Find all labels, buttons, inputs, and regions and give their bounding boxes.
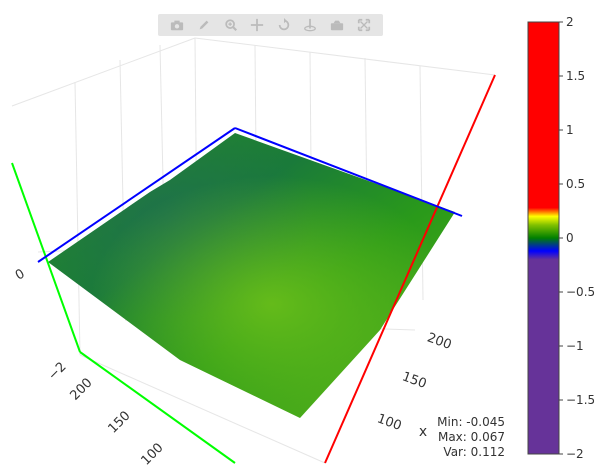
colorbar-tick-label: 1: [566, 123, 574, 137]
colorbar-tick-label: −1: [566, 339, 584, 353]
stats-min: Min: -0.045: [437, 415, 505, 429]
colorbar-ticks: 2 1.5 1 0.5 0 −0.5 −1 −1.5 −2: [559, 15, 595, 461]
colorbar-tick-label: 0.5: [566, 177, 585, 191]
colorbar: 2 1.5 1 0.5 0 −0.5 −1 −1.5 −2: [527, 15, 595, 461]
y-tick-label: 200: [67, 375, 95, 403]
camera-icon[interactable]: [169, 17, 185, 33]
colorbar-tick-label: −2: [566, 447, 584, 461]
orbit-rotation-icon[interactable]: [276, 17, 292, 33]
colorbar-tick-label: 1.5: [566, 69, 585, 83]
x-tick-label: 150: [400, 369, 428, 392]
pan-icon[interactable]: [249, 17, 265, 33]
x-axis-line: [324, 74, 496, 464]
x-tick-label: 100: [375, 411, 403, 434]
z-tick-label: 0: [13, 266, 28, 283]
stats-max: Max: 0.067: [437, 430, 505, 444]
autoscale-icon[interactable]: [356, 17, 372, 33]
z-tick-label: −2: [45, 359, 69, 383]
modebar: [158, 14, 383, 36]
z-axis-line-right: [234, 127, 463, 217]
surface-plot[interactable]: [48, 133, 455, 418]
stats-var: Var: 0.112: [443, 445, 505, 459]
y-axis-line-bottom: [79, 351, 236, 464]
turntable-icon[interactable]: [302, 17, 318, 33]
y-tick-label: 150: [105, 408, 133, 436]
x-axis-title: x: [419, 424, 427, 440]
colorbar-fill: [527, 21, 560, 455]
zoom-icon[interactable]: [223, 17, 239, 33]
y-tick-label: 100: [138, 440, 166, 468]
colorbar-tick-label: 0: [566, 231, 574, 245]
pencil-icon[interactable]: [196, 17, 212, 33]
z-axis-line-left: [37, 127, 236, 263]
colorbar-tick-label: −1.5: [566, 393, 595, 407]
colorbar-tick-label: 2: [566, 15, 574, 29]
colorbar-tick-label: −0.5: [566, 285, 595, 299]
stats-panel: Min: -0.045 Max: 0.067 Var: 0.112: [437, 415, 505, 460]
x-tick-label: 200: [425, 330, 453, 353]
reset-camera-icon[interactable]: [329, 17, 345, 33]
